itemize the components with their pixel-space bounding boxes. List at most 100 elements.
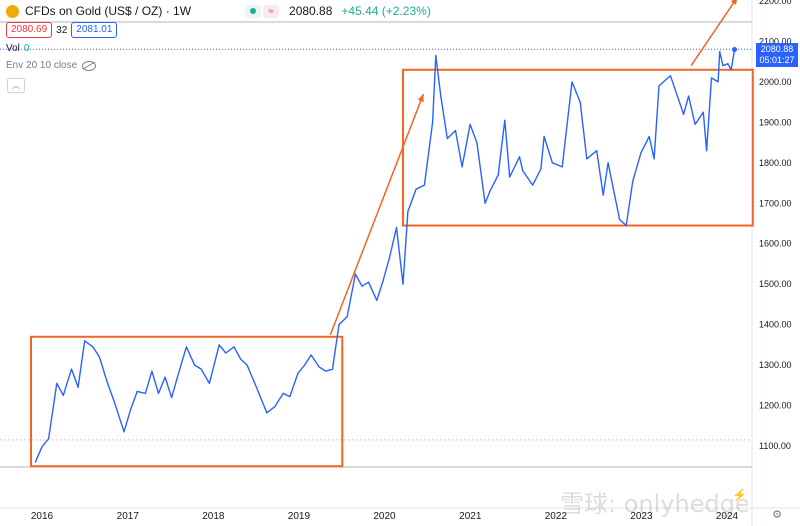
price-point (518, 156, 521, 158)
price-point (540, 168, 542, 170)
symbol-title[interactable]: CFDs on Gold (US$ / OZ) · 1W (25, 4, 192, 18)
price-point (144, 392, 146, 395)
volume-legend[interactable]: Vol 0 (6, 43, 29, 54)
price-point (440, 95, 442, 97)
price-point (318, 366, 320, 368)
price-point (602, 194, 604, 196)
price-point (586, 158, 588, 160)
wave-icon: ≈ (263, 4, 280, 18)
y-tick-label: 1300.00 (759, 360, 792, 370)
price-point (706, 150, 708, 152)
price-point (179, 368, 181, 370)
price-point (34, 461, 37, 463)
price-point (702, 111, 704, 113)
price-point (469, 123, 471, 125)
price-point (579, 101, 581, 103)
price-tag-value: 2080.88 (760, 44, 794, 54)
y-tick-label: 2100.00 (759, 36, 792, 46)
price-point (84, 340, 86, 342)
price-point (497, 174, 499, 176)
spread-value: 32 (56, 24, 68, 36)
price-point (446, 137, 448, 140)
price-point (274, 405, 276, 407)
eye-off-icon[interactable] (82, 60, 97, 71)
indicator-legend[interactable]: Env 20 10 close (6, 60, 97, 71)
price-point (407, 210, 409, 212)
bar-countdown: 05:01:27 (759, 55, 795, 65)
price-point (730, 69, 732, 71)
x-tick-label: 2017 (117, 511, 140, 522)
arrow-head-3 (417, 94, 424, 103)
price-point (331, 368, 334, 370)
price-point (130, 408, 132, 411)
price-point (77, 386, 79, 388)
price-point (382, 279, 384, 281)
range-box-1 (29, 335, 344, 468)
y-tick-label: 1600.00 (759, 239, 792, 249)
price-point (123, 431, 125, 433)
price-point (389, 255, 391, 257)
y-tick-label: 1400.00 (759, 320, 792, 330)
price-point (62, 394, 64, 397)
price-point (435, 55, 437, 57)
y-tick-label: 1700.00 (759, 198, 792, 208)
price-point (239, 358, 242, 360)
price-point (423, 184, 425, 186)
price-point (282, 392, 284, 395)
y-tick-label: 1900.00 (759, 117, 792, 127)
price-point (722, 65, 724, 67)
price-point (338, 324, 340, 326)
price-point (56, 382, 58, 384)
price-point (325, 370, 327, 372)
price-point (653, 158, 655, 160)
price-point (70, 368, 73, 370)
price-point (664, 79, 667, 81)
price-point (92, 346, 94, 348)
trend-arrow-4 (690, 0, 737, 67)
collapse-legend-button[interactable]: ︿ (7, 78, 25, 93)
price-point (669, 75, 672, 77)
price-point (571, 81, 573, 83)
price-point (47, 438, 50, 440)
gear-icon[interactable]: ⚙ (772, 509, 782, 521)
range-box-2 (402, 68, 754, 227)
price-point (233, 346, 235, 348)
y-tick-label: 1800.00 (759, 158, 792, 168)
x-tick-label: 2018 (202, 511, 225, 522)
price-point (218, 344, 220, 346)
price-point (551, 162, 553, 164)
price-point (107, 382, 109, 384)
price-point (640, 152, 642, 154)
price-point (395, 226, 398, 229)
ask-button[interactable]: 2081.01 (71, 22, 118, 38)
price-point (727, 63, 729, 65)
price-change: +45.44 (+2.23%) (341, 4, 431, 18)
price-point (561, 166, 563, 168)
price-point (683, 113, 685, 115)
x-tick-label: 2016 (31, 511, 54, 522)
price-point (461, 166, 463, 168)
y-tick-label: 1100.00 (759, 441, 791, 451)
gold-price-line (34, 49, 736, 463)
price-point (310, 354, 312, 356)
x-tick-label: 2019 (288, 511, 311, 522)
last-price: 2080.88 (289, 4, 333, 18)
bid-button[interactable]: 2080.69 (6, 22, 53, 38)
price-point (297, 372, 299, 374)
price-point (266, 412, 268, 414)
market-status[interactable]: ≈ (245, 4, 280, 18)
price-point (710, 77, 713, 79)
price-point (113, 400, 115, 403)
price-point (303, 364, 306, 366)
price-point (509, 176, 511, 178)
volume-value: 0 (23, 43, 30, 54)
flash-icon[interactable]: ⚡ (732, 488, 747, 502)
price-point (354, 273, 357, 275)
last-price-marker (732, 47, 738, 53)
price-point (246, 364, 248, 366)
price-point (687, 95, 690, 97)
x-tick-label: 2022 (545, 511, 568, 522)
chart-header: CFDs on Gold (US$ / OZ) · 1W ≈ 2080.88 +… (6, 4, 431, 18)
price-point (694, 123, 696, 125)
